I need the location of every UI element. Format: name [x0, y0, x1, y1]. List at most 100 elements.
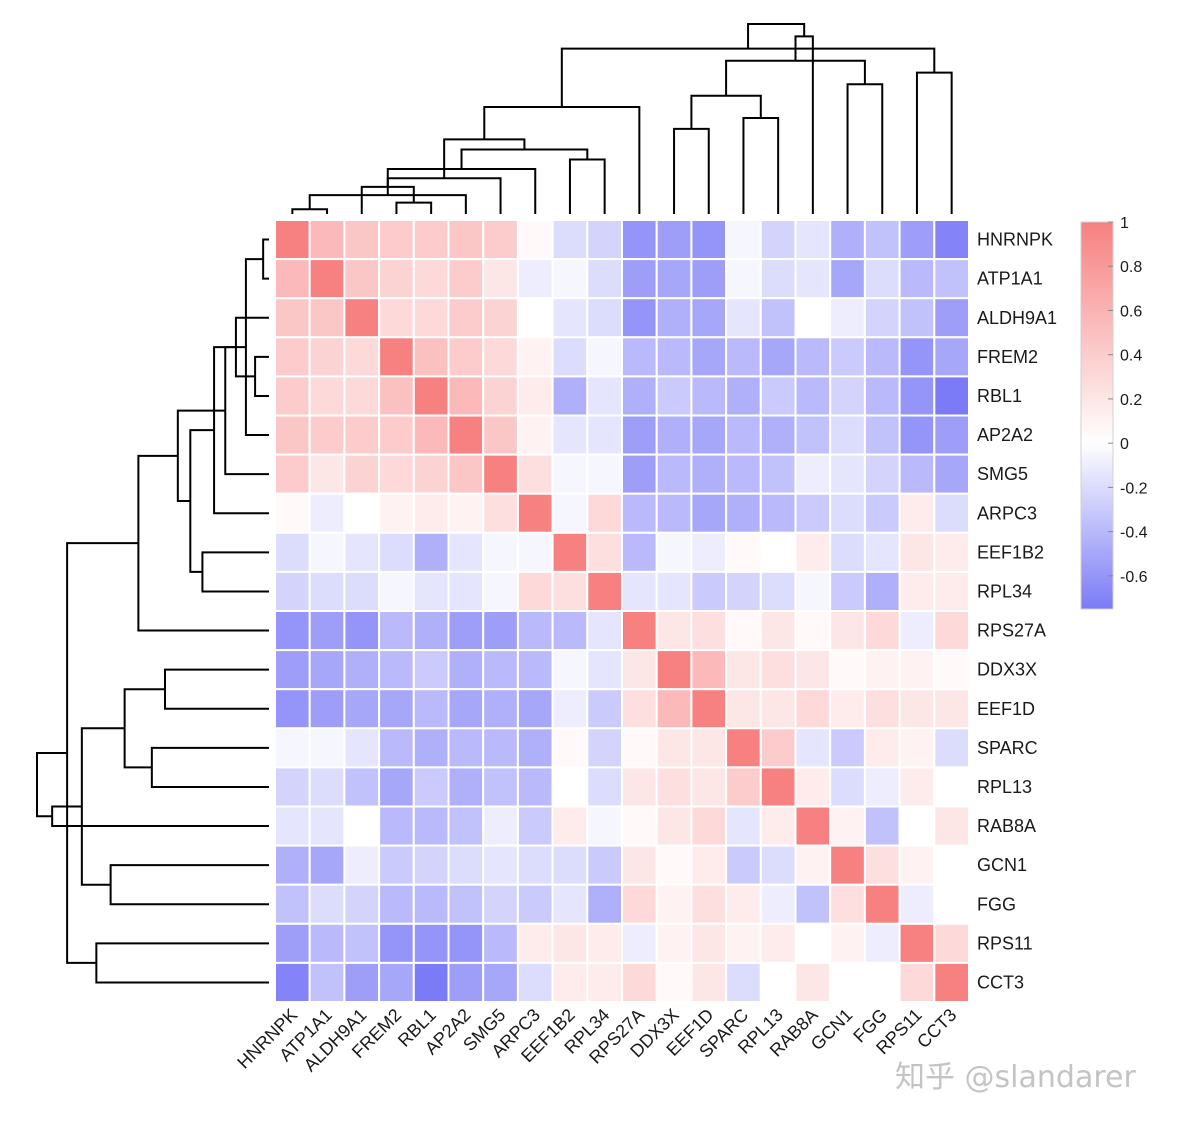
heatmap-cell: [725, 883, 762, 925]
colorbar-tick-label: 0.2: [1120, 392, 1142, 409]
heatmap-cell: [759, 766, 797, 808]
heatmap-cell: [274, 844, 311, 886]
heatmap-cell: [933, 844, 970, 886]
heatmap-cell: [690, 258, 728, 300]
row-label: SMG5: [977, 464, 1028, 484]
row-label: CCT3: [977, 972, 1024, 992]
heatmap-cell: [308, 766, 346, 808]
row-label: HNRNPK: [977, 230, 1053, 250]
heatmap-cell: [412, 492, 450, 534]
heatmap-cell: [794, 219, 832, 261]
heatmap-cell: [863, 258, 901, 300]
heatmap-cell: [759, 961, 797, 1004]
heatmap-cell: [586, 453, 623, 495]
heatmap-cell: [621, 453, 658, 495]
colorbar-tick-label: -0.6: [1120, 569, 1148, 586]
heatmap-cell: [482, 649, 519, 691]
heatmap-cell: [898, 414, 936, 456]
heatmap-cell: [655, 492, 693, 534]
heatmap-cell: [447, 805, 485, 847]
heatmap-cell: [725, 766, 762, 808]
heatmap-cell: [516, 258, 554, 300]
dendrogram-link: [224, 346, 269, 476]
heatmap-cell: [829, 649, 866, 691]
heatmap-cell: [482, 883, 519, 925]
heatmap-cell: [621, 610, 658, 652]
heatmap-cell: [725, 961, 762, 1004]
row-dendrogram: [36, 238, 269, 984]
heatmap-cell: [447, 844, 485, 886]
heatmap-cell: [343, 649, 381, 691]
heatmap-cell: [898, 336, 936, 378]
row-label: EEF1D: [977, 699, 1035, 719]
heatmap-cell: [308, 570, 346, 613]
heatmap-cell: [829, 844, 866, 886]
heatmap-cell: [655, 453, 693, 495]
heatmap-cell: [725, 844, 762, 886]
heatmap-cell: [794, 258, 832, 300]
heatmap-cell: [759, 570, 797, 613]
heatmap-cell: [482, 219, 519, 261]
heatmap-cell: [829, 492, 866, 534]
heatmap-cell: [655, 414, 693, 456]
heatmap-cell: [759, 453, 797, 495]
heatmap-cell: [482, 297, 519, 339]
heatmap-cell: [516, 414, 554, 456]
heatmap-cell: [343, 336, 381, 378]
heatmap-cell: [898, 570, 936, 613]
heatmap-cell: [551, 258, 589, 300]
dendrogram-link: [725, 59, 866, 96]
heatmap-cell: [551, 453, 589, 495]
heatmap-cell: [690, 649, 728, 691]
heatmap-cell: [482, 727, 519, 769]
heatmap-cell: [725, 688, 762, 730]
heatmap-cell: [933, 492, 970, 534]
heatmap-cell: [308, 688, 346, 730]
heatmap-cell: [863, 688, 901, 730]
heatmap-cell: [516, 570, 554, 613]
heatmap-cell: [863, 766, 901, 808]
row-label: RPL34: [977, 581, 1032, 601]
heatmap-cell: [794, 492, 832, 534]
heatmap-cell: [343, 531, 381, 573]
heatmap-cell: [586, 258, 623, 300]
heatmap-cell: [863, 453, 901, 495]
column-label: CCT3: [913, 1005, 960, 1052]
heatmap-cells: [274, 219, 970, 1004]
heatmap-cell: [343, 961, 381, 1004]
heatmap-cell: [274, 336, 311, 378]
heatmap-cell: [412, 883, 450, 925]
heatmap-cell: [759, 883, 797, 925]
heatmap-cell: [482, 531, 519, 573]
heatmap-cell: [516, 961, 554, 1004]
heatmap-cell: [516, 453, 554, 495]
heatmap-cell: [655, 336, 693, 378]
dendrogram-link: [262, 238, 269, 280]
heatmap-cell: [933, 258, 970, 300]
heatmap-cell: [794, 414, 832, 456]
heatmap-cell: [655, 649, 693, 691]
heatmap-cell: [621, 688, 658, 730]
heatmap-cell: [274, 766, 311, 808]
heatmap-cell: [551, 688, 589, 730]
heatmap-cell: [378, 453, 415, 495]
heatmap-cell: [378, 570, 415, 613]
heatmap-cell: [343, 570, 381, 613]
heatmap-cell: [482, 844, 519, 886]
heatmap-cell: [378, 844, 415, 886]
colorbar: 1 0.8 0.6 0.4 0.2 0 -0.2 -0.4 -0.6: [1080, 215, 1148, 610]
heatmap-cell: [933, 336, 970, 378]
heatmap-cell: [898, 453, 936, 495]
heatmap-cell: [586, 766, 623, 808]
heatmap-cell: [482, 258, 519, 300]
heatmap-cell: [274, 492, 311, 534]
heatmap-cell: [655, 922, 693, 964]
heatmap-cell: [725, 531, 762, 573]
heatmap-cell: [759, 375, 797, 417]
heatmap-cell: [933, 688, 970, 730]
heatmap-cell: [759, 805, 797, 847]
heatmap-cell: [933, 766, 970, 808]
heatmap-cell: [794, 297, 832, 339]
heatmap-cell: [412, 922, 450, 964]
heatmap-cell: [516, 727, 554, 769]
